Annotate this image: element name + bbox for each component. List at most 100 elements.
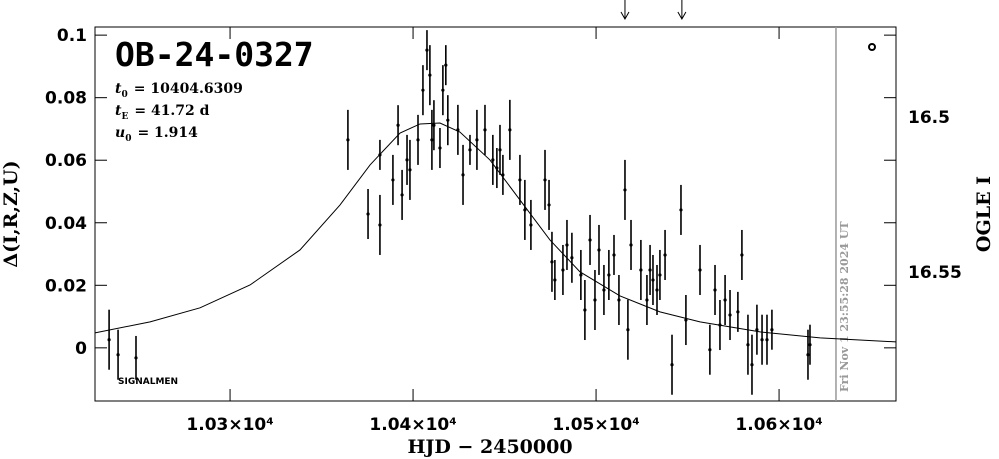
data-point bbox=[396, 123, 400, 127]
data-point bbox=[408, 168, 412, 172]
parameter: u0 = 1.914 bbox=[115, 125, 198, 144]
x-tick-label: 1.05×10⁴ bbox=[552, 415, 639, 435]
x-tick-label: 1.06×10⁴ bbox=[735, 415, 822, 435]
data-point bbox=[602, 288, 606, 292]
data-point bbox=[612, 253, 616, 257]
data-point bbox=[446, 118, 450, 122]
event-arrow bbox=[677, 0, 687, 21]
data-point bbox=[718, 323, 722, 327]
data-point bbox=[684, 318, 688, 322]
data-point bbox=[808, 343, 812, 347]
y-axis-label: Δ(I,R,Z,U) bbox=[0, 160, 22, 267]
y-tick-label: 0.02 bbox=[45, 276, 87, 296]
data-point bbox=[428, 73, 432, 77]
data-point bbox=[663, 253, 667, 257]
event-arrow bbox=[620, 0, 630, 21]
parameter-symbol: t bbox=[115, 103, 122, 119]
data-point bbox=[483, 128, 487, 132]
data-point bbox=[346, 138, 350, 142]
data-point bbox=[438, 146, 442, 150]
data-point bbox=[770, 328, 774, 332]
parameter-symbol: t bbox=[115, 81, 122, 97]
data-point bbox=[597, 248, 601, 252]
data-point bbox=[655, 288, 659, 292]
footnote: SIGNALMEN bbox=[118, 377, 178, 387]
model-curve bbox=[94, 122, 897, 343]
data-point bbox=[441, 88, 445, 92]
data-point bbox=[116, 353, 120, 357]
data-point bbox=[391, 178, 395, 182]
data-point bbox=[501, 173, 505, 177]
data-point bbox=[593, 298, 597, 302]
y-tick-label: 0.1 bbox=[57, 26, 87, 46]
timestamp: Fri Nov 1 23:55:28 2024 UT bbox=[838, 221, 851, 392]
data-point bbox=[405, 158, 409, 162]
data-point bbox=[529, 223, 533, 227]
data-point bbox=[425, 48, 429, 52]
data-point bbox=[736, 310, 740, 314]
parameter: tE = 41.72 d bbox=[115, 103, 210, 122]
parameter-value: = 1.914 bbox=[137, 125, 198, 141]
data-point bbox=[430, 138, 434, 142]
data-point bbox=[670, 363, 674, 367]
x-axis-label: HJD − 2450000 bbox=[407, 436, 572, 458]
y2-axis-label: OGLE I bbox=[973, 176, 995, 252]
parameter-symbol: u bbox=[115, 125, 125, 141]
data-point bbox=[432, 123, 436, 127]
parameter-value: = 10404.6309 bbox=[134, 81, 243, 97]
data-point bbox=[806, 353, 810, 357]
data-point bbox=[728, 313, 732, 317]
data-point bbox=[550, 260, 554, 264]
data-point bbox=[708, 348, 712, 352]
y-tick-label: 0 bbox=[75, 339, 87, 359]
data-point bbox=[543, 178, 547, 182]
data-point bbox=[553, 278, 557, 282]
parameter-subscript: E bbox=[121, 112, 128, 122]
y2-tick-label: 16.55 bbox=[908, 263, 962, 283]
data-point bbox=[378, 153, 382, 157]
data-point bbox=[468, 148, 472, 152]
data-point bbox=[416, 138, 420, 142]
y-tick-label: 0.08 bbox=[45, 89, 87, 109]
data-point bbox=[765, 338, 769, 342]
x-tick-label: 1.03×10⁴ bbox=[186, 415, 273, 435]
data-point bbox=[651, 278, 655, 282]
data-point bbox=[498, 148, 502, 152]
data-point bbox=[755, 328, 759, 332]
data-point bbox=[378, 223, 382, 227]
data-point bbox=[698, 268, 702, 272]
data-point bbox=[648, 268, 652, 272]
data-point bbox=[679, 208, 683, 212]
parameter-value: = 41.72 d bbox=[134, 103, 209, 119]
data-point bbox=[565, 243, 569, 247]
data-point bbox=[518, 178, 522, 182]
data-point bbox=[495, 166, 499, 170]
data-point bbox=[746, 343, 750, 347]
data-point bbox=[579, 273, 583, 277]
data-point bbox=[421, 88, 425, 92]
data-point bbox=[570, 256, 574, 260]
plot-frame bbox=[94, 26, 897, 402]
data-point bbox=[588, 238, 592, 242]
parameter: t0 = 10404.6309 bbox=[115, 81, 243, 100]
y2-tick-label: 16.5 bbox=[908, 108, 950, 128]
data-point bbox=[456, 128, 460, 132]
data-point bbox=[645, 298, 649, 302]
data-point bbox=[107, 338, 111, 342]
parameter-subscript: 0 bbox=[121, 90, 127, 100]
data-point bbox=[623, 188, 627, 192]
data-point bbox=[444, 63, 448, 67]
data-point bbox=[626, 328, 630, 332]
data-point bbox=[491, 158, 495, 162]
data-point bbox=[713, 288, 717, 292]
data-point bbox=[508, 128, 512, 132]
parameter-subscript: 0 bbox=[125, 134, 131, 144]
data-point bbox=[461, 173, 465, 177]
data-point bbox=[617, 298, 621, 302]
data-point bbox=[740, 253, 744, 257]
x-tick-label: 1.04×10⁴ bbox=[369, 415, 456, 435]
data-point bbox=[366, 212, 370, 216]
data-point bbox=[658, 273, 662, 277]
y-tick-label: 0.04 bbox=[45, 214, 87, 234]
